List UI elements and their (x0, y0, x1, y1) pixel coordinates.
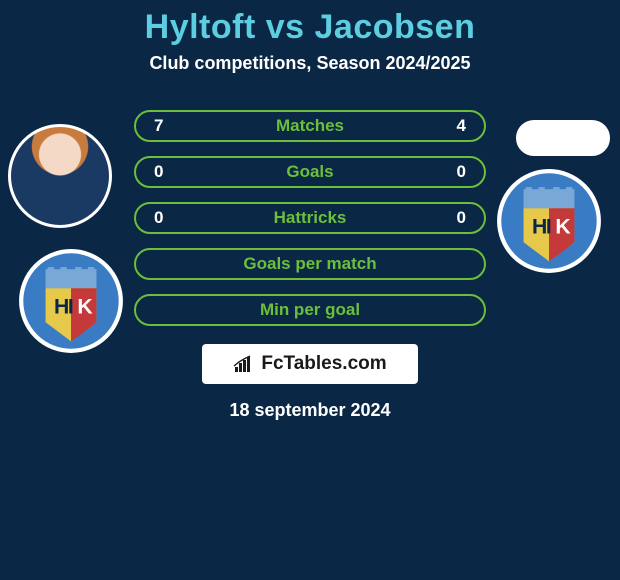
stat-value-left: 0 (154, 162, 174, 182)
subtitle: Club competitions, Season 2024/2025 (149, 53, 470, 74)
brand-badge[interactable]: FcTables.com (202, 344, 418, 384)
stat-row-min-per-goal: Min per goal (134, 294, 486, 326)
club-crest-left: H I K (18, 248, 124, 354)
stat-value-right: 0 (446, 162, 466, 182)
brand-text: FcTables.com (261, 353, 386, 375)
stat-value-left: 0 (154, 208, 174, 228)
stat-value-right: 0 (446, 208, 466, 228)
stat-label: Goals (286, 162, 333, 182)
stat-row-goals: 0 Goals 0 (134, 156, 486, 188)
date: 18 september 2024 (229, 400, 390, 421)
crest-monogram-k: K (555, 216, 571, 239)
stat-row-matches: 7 Matches 4 (134, 110, 486, 142)
stat-label: Min per goal (260, 300, 360, 320)
stat-label: Goals per match (243, 254, 376, 274)
comparison-card: Hyltoft vs Jacobsen Club competitions, S… (0, 0, 620, 580)
bar-chart-icon (233, 355, 255, 373)
stat-value-right: 4 (446, 116, 466, 136)
crest-monogram-i: I (68, 296, 74, 319)
crest-monogram-i: I (546, 216, 552, 239)
page-title: Hyltoft vs Jacobsen (145, 8, 476, 47)
stat-row-goals-per-match: Goals per match (134, 248, 486, 280)
stat-label: Hattricks (274, 208, 347, 228)
crest-monogram-k: K (77, 296, 93, 319)
stats-list: 7 Matches 4 0 Goals 0 0 Hattricks 0 Goal… (134, 110, 486, 326)
stat-row-hattricks: 0 Hattricks 0 (134, 202, 486, 234)
player-avatar-left (8, 124, 112, 228)
player-avatar-right (516, 120, 610, 156)
club-crest-right: H I K (496, 168, 602, 274)
stat-label: Matches (276, 116, 344, 136)
stat-value-left: 7 (154, 116, 174, 136)
